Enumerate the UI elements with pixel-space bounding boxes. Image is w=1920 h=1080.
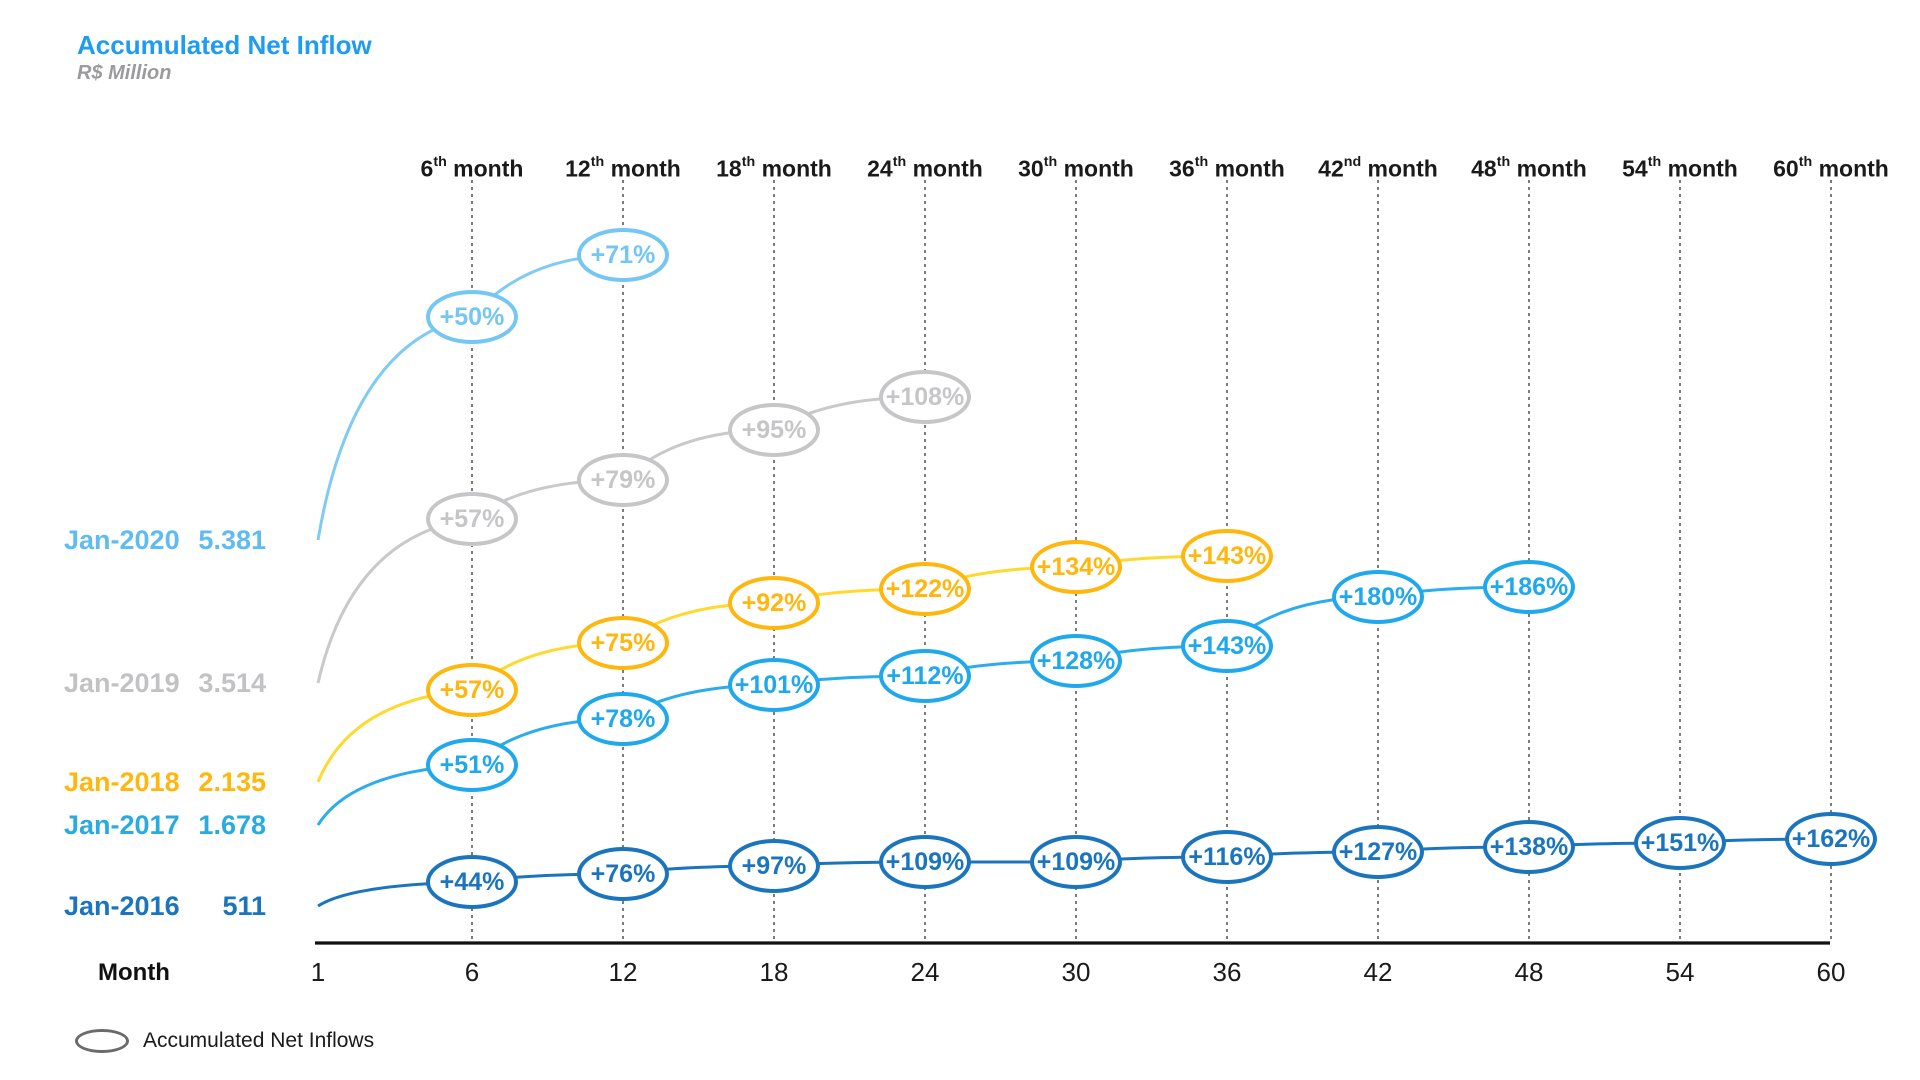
column-header-24-month: 24th month bbox=[867, 153, 983, 182]
column-header-6-month: 6th month bbox=[420, 153, 524, 182]
column-header-54-month: 54th month bbox=[1622, 153, 1738, 182]
data-point-bubble-jan-2016-m60: +162% bbox=[1785, 812, 1877, 866]
series-value-jan-2018: 2.135 bbox=[198, 767, 266, 797]
series-value-jan-2017: 1.678 bbox=[198, 810, 266, 840]
column-header-30-month: 30th month bbox=[1018, 153, 1134, 182]
x-tick-48: 48 bbox=[1514, 957, 1544, 987]
data-point-bubble-jan-2017-m18: +101% bbox=[728, 658, 820, 712]
column-header-60-month: 60th month bbox=[1773, 153, 1889, 182]
column-header-48-month: 48th month bbox=[1471, 153, 1587, 182]
ellipse-outline-icon bbox=[75, 1029, 129, 1053]
series-label-jan-2020: Jan-2020 bbox=[64, 525, 180, 555]
data-point-bubble-jan-2020-m6: +50% bbox=[426, 290, 518, 344]
x-axis-title: Month bbox=[98, 959, 170, 986]
data-point-bubble-jan-2019-m6: +57% bbox=[426, 492, 518, 546]
data-point-bubble-jan-2019-m12: +79% bbox=[577, 453, 669, 507]
x-tick-12: 12 bbox=[608, 957, 638, 987]
x-tick-60: 60 bbox=[1816, 957, 1846, 987]
data-point-bubble-jan-2018-m18: +92% bbox=[728, 576, 820, 630]
data-point-bubble-jan-2016-m18: +97% bbox=[728, 839, 820, 893]
data-point-bubble-jan-2017-m24: +112% bbox=[879, 649, 971, 703]
x-tick-1: 1 bbox=[310, 957, 326, 987]
data-point-bubble-jan-2017-m12: +78% bbox=[577, 692, 669, 746]
legend-label: Accumulated Net Inflows bbox=[143, 1029, 375, 1052]
x-tick-18: 18 bbox=[759, 957, 789, 987]
x-tick-54: 54 bbox=[1665, 957, 1695, 987]
data-point-bubble-jan-2017-m48: +186% bbox=[1483, 560, 1575, 614]
data-point-bubble-jan-2016-m54: +151% bbox=[1634, 816, 1726, 870]
data-point-bubble-jan-2017-m42: +180% bbox=[1332, 570, 1424, 624]
data-point-bubble-jan-2016-m12: +76% bbox=[577, 847, 669, 901]
x-tick-6: 6 bbox=[464, 957, 480, 987]
data-point-bubble-jan-2018-m12: +75% bbox=[577, 616, 669, 670]
series-label-jan-2018: Jan-2018 bbox=[64, 767, 180, 797]
chart-subtitle: R$ Million bbox=[77, 62, 172, 84]
series-label-jan-2016: Jan-2016 bbox=[64, 891, 180, 921]
gridlines-layer bbox=[471, 180, 1832, 941]
x-tick-30: 30 bbox=[1061, 957, 1091, 987]
column-header-42-month: 42nd month bbox=[1318, 153, 1438, 182]
data-point-bubble-jan-2017-m36: +143% bbox=[1181, 619, 1273, 673]
data-point-bubble-jan-2018-m30: +134% bbox=[1030, 540, 1122, 594]
data-point-bubble-jan-2017-m6: +51% bbox=[426, 738, 518, 792]
series-label-jan-2019: Jan-2019 bbox=[64, 668, 180, 698]
data-point-bubble-jan-2016-m30: +109% bbox=[1030, 835, 1122, 889]
data-point-bubble-jan-2020-m12: +71% bbox=[577, 228, 669, 282]
column-header-18-month: 18th month bbox=[716, 153, 832, 182]
column-header-12-month: 12th month bbox=[565, 153, 681, 182]
series-value-jan-2019: 3.514 bbox=[198, 668, 266, 698]
data-point-bubble-jan-2019-m18: +95% bbox=[728, 403, 820, 457]
x-tick-42: 42 bbox=[1363, 957, 1393, 987]
x-tick-24: 24 bbox=[910, 957, 940, 987]
legend: Accumulated Net Inflows bbox=[75, 1026, 374, 1056]
column-header-36-month: 36th month bbox=[1169, 153, 1285, 182]
data-point-bubble-jan-2019-m24: +108% bbox=[879, 370, 971, 424]
data-point-bubble-jan-2016-m42: +127% bbox=[1332, 825, 1424, 879]
data-point-bubble-jan-2018-m36: +143% bbox=[1181, 529, 1273, 583]
data-point-bubble-jan-2016-m36: +116% bbox=[1181, 830, 1273, 884]
series-label-jan-2017: Jan-2017 bbox=[64, 810, 180, 840]
series-value-jan-2020: 5.381 bbox=[198, 525, 266, 555]
x-tick-36: 36 bbox=[1212, 957, 1242, 987]
chart-title: Accumulated Net Inflow bbox=[77, 30, 372, 60]
series-value-jan-2016: 511 bbox=[222, 891, 266, 921]
data-point-bubble-jan-2016-m48: +138% bbox=[1483, 820, 1575, 874]
data-point-bubble-jan-2018-m24: +122% bbox=[879, 562, 971, 616]
data-point-bubble-jan-2018-m6: +57% bbox=[426, 663, 518, 717]
data-point-bubble-jan-2016-m24: +109% bbox=[879, 835, 971, 889]
data-point-bubble-jan-2016-m6: +44% bbox=[426, 855, 518, 909]
data-point-bubble-jan-2017-m30: +128% bbox=[1030, 634, 1122, 688]
